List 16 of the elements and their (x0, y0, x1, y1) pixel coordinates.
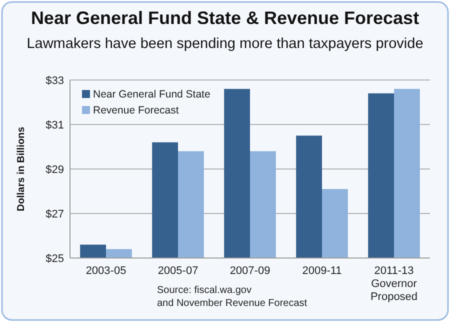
source-note: Source: fiscal.wa.gov and November Revenue Forecast (157, 285, 308, 309)
y-tick-label: $33 (46, 74, 64, 87)
y-tick-label: $29 (46, 164, 64, 176)
chart-subtitle: Lawmakers have been spending more than taxpayers provide (26, 36, 424, 52)
legend-label: Revenue Forecast (93, 104, 179, 117)
legend-label: Near General Fund State (93, 88, 210, 101)
x-tick-label: 2005-07 (158, 265, 198, 277)
y-tick-label: $27 (46, 208, 64, 220)
y-tick-label: $25 (46, 252, 64, 265)
x-tick-label: 2011-13 Governor Proposed (370, 265, 418, 303)
x-tick-label: 2007-09 (230, 265, 270, 277)
x-tick-label: 2009-11 (302, 265, 342, 277)
y-tick-label: $31 (46, 119, 64, 132)
y-axis-title: Dollars in Billions (16, 126, 27, 212)
chart-title: Near General Fund State & Revenue Forecast (30, 8, 420, 28)
x-tick-label: 2003-05 (86, 265, 126, 277)
